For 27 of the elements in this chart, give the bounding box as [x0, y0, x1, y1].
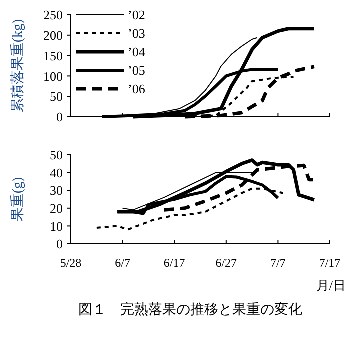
- y-tick-label: 0: [56, 236, 63, 252]
- legend-label: ’04: [128, 44, 146, 60]
- y-tick-label: 20: [50, 200, 63, 216]
- legend-label: ’05: [128, 63, 146, 78]
- legend-label: ’03: [128, 26, 146, 42]
- y-tick-label: 50: [50, 89, 63, 104]
- y-tick-label: 30: [50, 183, 63, 198]
- y-tick-label: 10: [50, 218, 63, 234]
- y-tick-label: 150: [44, 48, 63, 64]
- x-tick-label: 7/7: [270, 256, 286, 270]
- legend-label: ’06: [128, 82, 146, 97]
- x-tick-label: 6/27: [216, 256, 238, 270]
- y-tick-label: 40: [50, 165, 63, 180]
- y-axis-title: 果重(g): [10, 177, 26, 222]
- x-tick-label: 7/17: [319, 256, 341, 270]
- caption: 図１ 完熟落果の推移と果重の変化: [78, 302, 302, 318]
- y-tick-label: 50: [50, 148, 63, 163]
- y-tick-label: 0: [56, 110, 63, 125]
- y-tick-label: 100: [44, 68, 63, 84]
- y-axis-title: 累積落果重(kg): [10, 19, 26, 113]
- y-tick-label: 200: [44, 28, 63, 43]
- x-tick-label: 5/28: [60, 256, 82, 270]
- y-tick-label: 250: [44, 8, 63, 23]
- x-tick-label: 6/7: [115, 256, 130, 270]
- x-axis-title: 月/日: [316, 278, 346, 293]
- legend-label: ’02: [128, 8, 146, 23]
- x-tick-label: 6/17: [164, 256, 186, 270]
